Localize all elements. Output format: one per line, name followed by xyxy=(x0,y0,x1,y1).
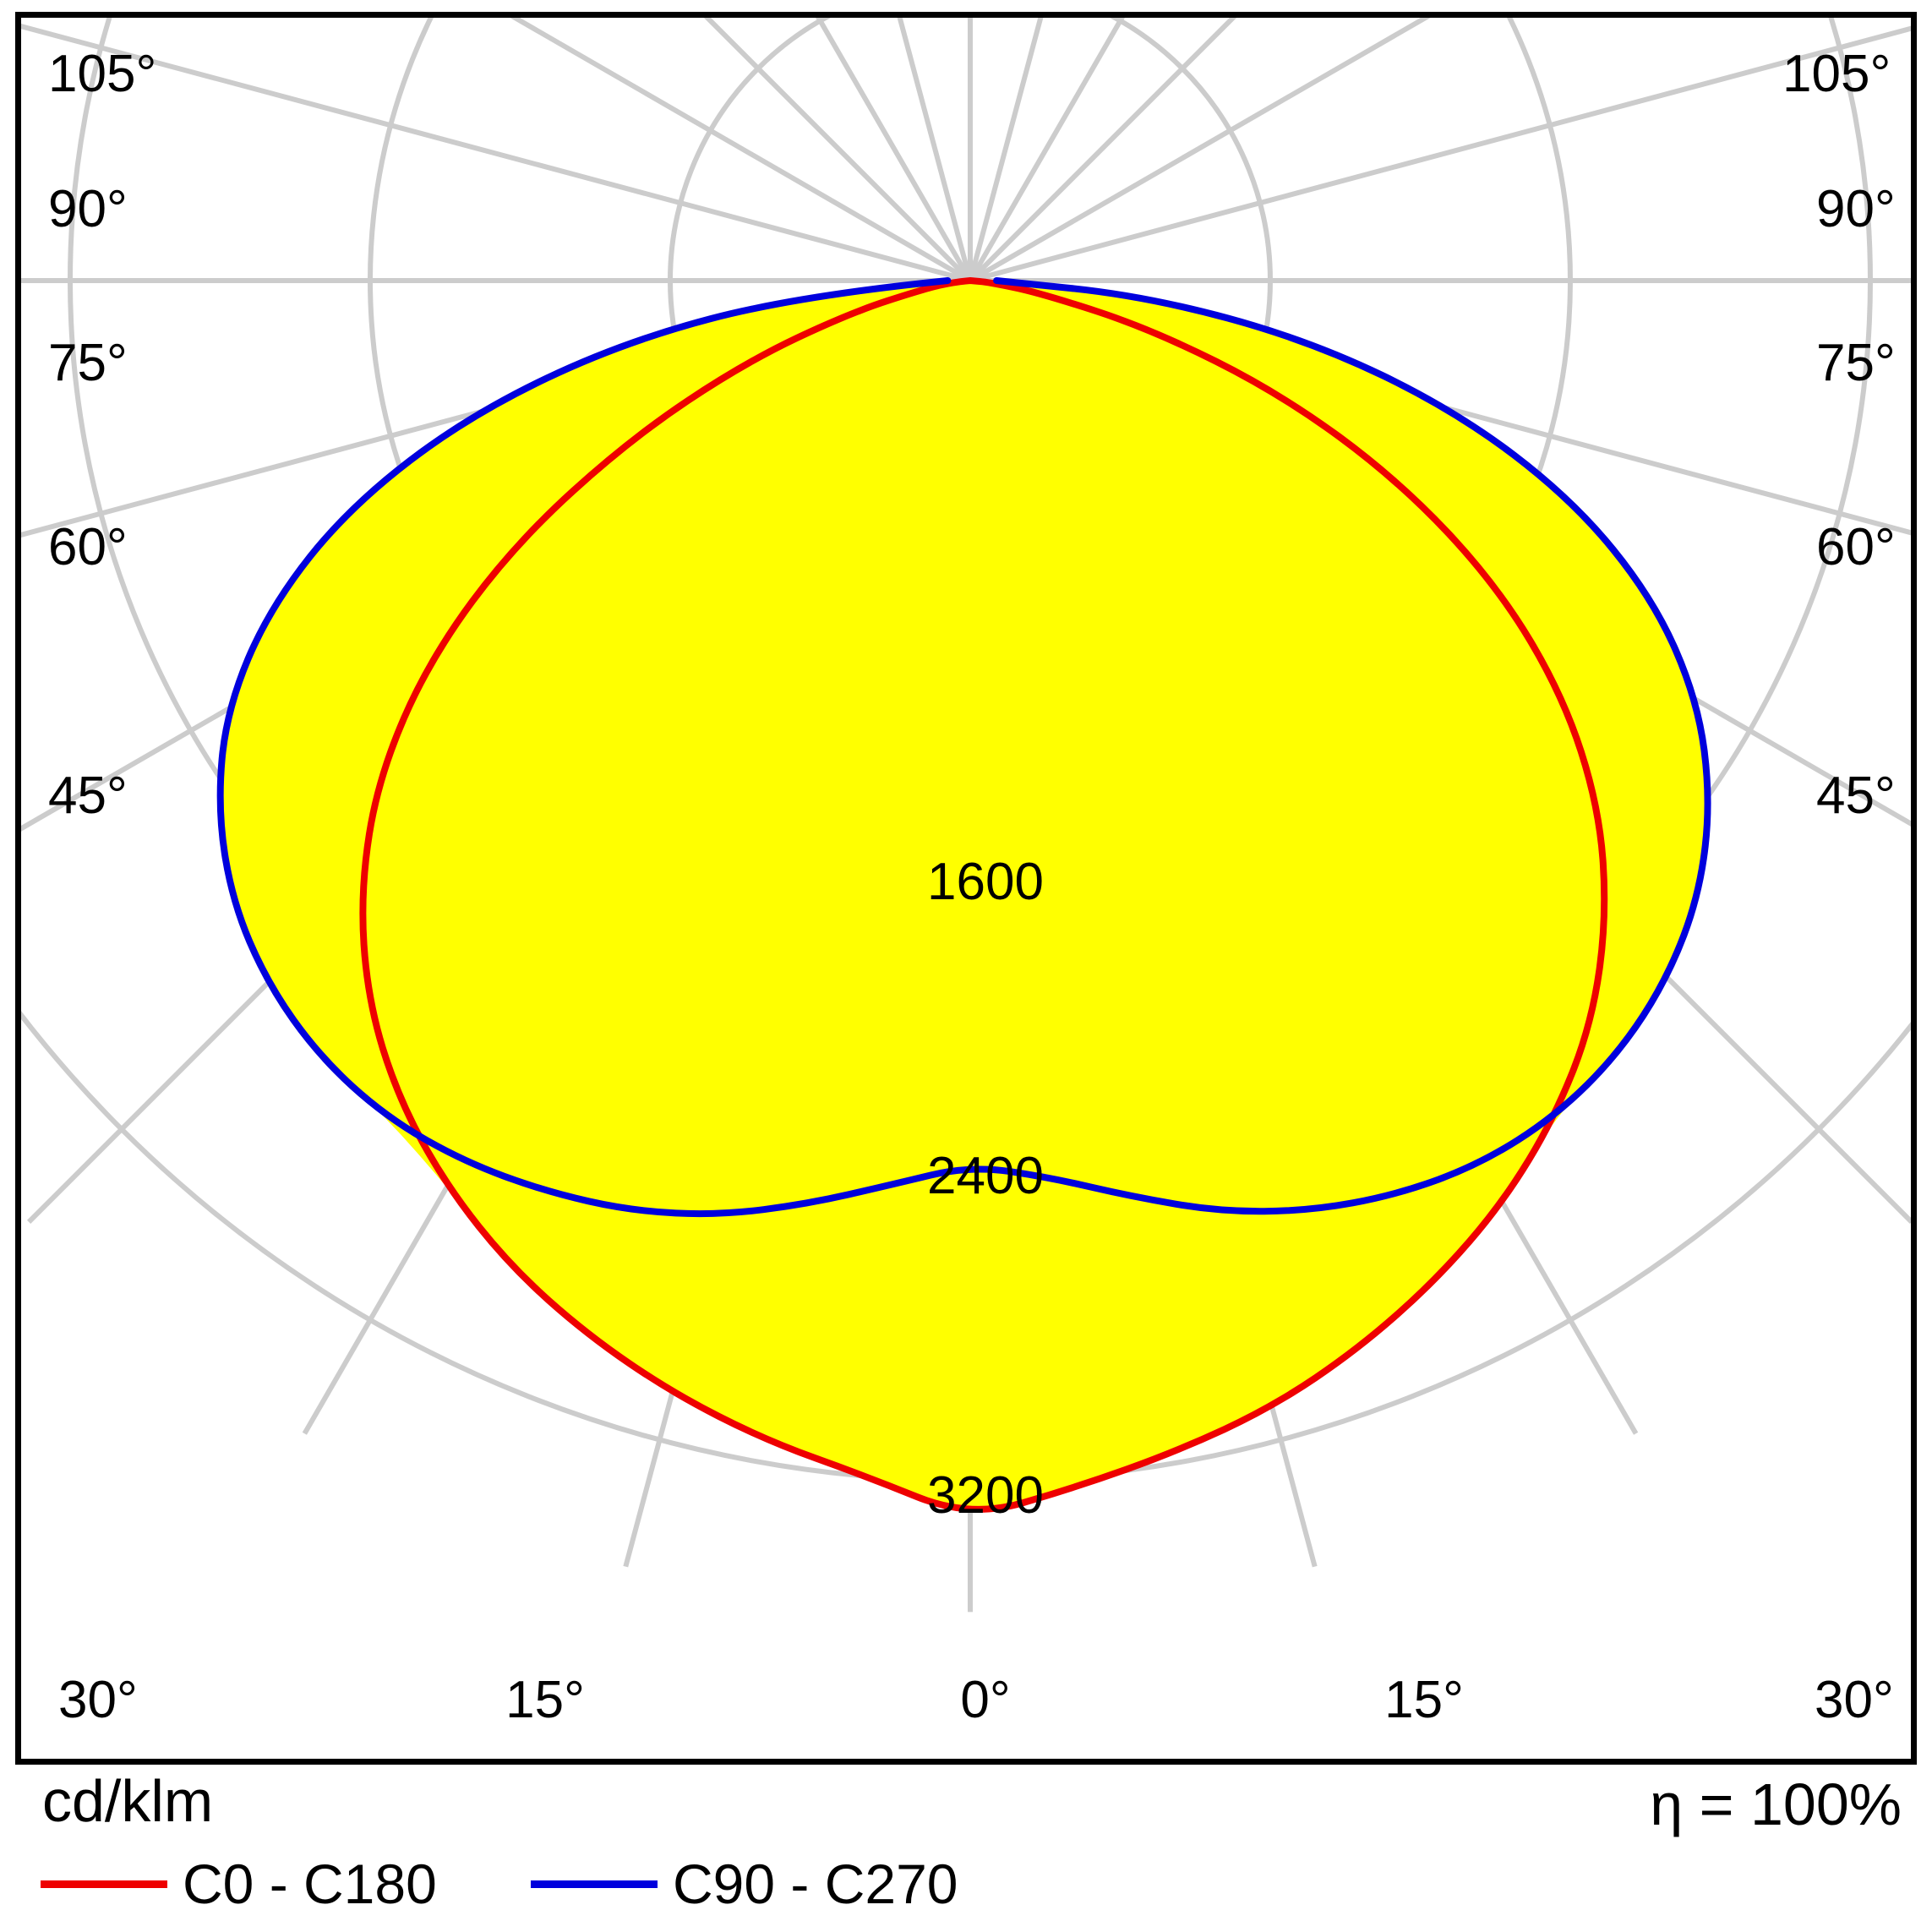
curve-c0-c180 xyxy=(359,277,1608,1513)
grid-spoke xyxy=(969,25,1911,283)
angle-tick-left-2: 75° xyxy=(48,334,128,392)
grid-spoke xyxy=(969,18,1431,283)
grid-spoke xyxy=(968,18,1126,282)
plot-frame: 105° 90° 75° 60° 45° 30° 105° 90° 75° 60° 45° 30° 15… xyxy=(15,12,1917,1765)
angle-tick-bottom-0: 15° xyxy=(505,1671,585,1729)
legend-item-c90-c270: C90 - C270 xyxy=(531,1854,958,1913)
legend-swatch-c0-c180 xyxy=(41,1880,167,1888)
grid-spoke xyxy=(897,18,973,281)
curve-c90-c270 xyxy=(216,277,1711,1218)
grid-spoke xyxy=(968,18,1237,283)
angle-tick-right-0: 105° xyxy=(1782,45,1891,103)
legend-item-c0-c180: C0 - C180 xyxy=(41,1854,437,1913)
angle-tick-bottom-1: 0° xyxy=(960,1671,1011,1729)
grid-spoke xyxy=(21,23,971,283)
grid-spoke xyxy=(815,18,973,282)
angle-tick-left-1: 90° xyxy=(48,180,128,238)
chart-legend: cd/klm η = 100% C0 - C180 C90 - C270 xyxy=(15,1771,1917,1924)
angle-tick-left-5: 30° xyxy=(58,1671,138,1729)
angle-tick-right-1: 90° xyxy=(1816,180,1896,238)
angle-tick-right-4: 45° xyxy=(1816,767,1896,825)
angle-tick-left-0: 105° xyxy=(48,45,157,103)
angle-tick-bottom-2: 15° xyxy=(1384,1671,1464,1729)
angle-tick-right-5: 30° xyxy=(1815,1671,1894,1729)
radial-tick-2400: 2400 xyxy=(927,1147,1044,1205)
radial-tick-3200: 3200 xyxy=(927,1466,1044,1525)
efficiency-label: η = 100% xyxy=(1650,1771,1902,1837)
angle-tick-left-3: 60° xyxy=(48,518,128,576)
grid-spoke xyxy=(968,18,1044,281)
polar-series xyxy=(216,277,1711,1513)
legend-label-c0-c180: C0 - C180 xyxy=(183,1853,437,1915)
grid-spoke xyxy=(510,18,972,283)
radial-tick-1600: 1600 xyxy=(927,853,1044,911)
angle-tick-left-4: 45° xyxy=(48,767,128,825)
legend-label-c90-c270: C90 - C270 xyxy=(673,1853,958,1915)
legend-swatch-c90-c270 xyxy=(531,1880,658,1888)
grid-spoke xyxy=(703,18,973,283)
unit-label: cd/klm xyxy=(42,1768,214,1834)
angle-tick-right-2: 75° xyxy=(1816,334,1896,392)
polar-plot-svg xyxy=(21,18,1911,1613)
angle-tick-right-3: 60° xyxy=(1816,518,1896,576)
